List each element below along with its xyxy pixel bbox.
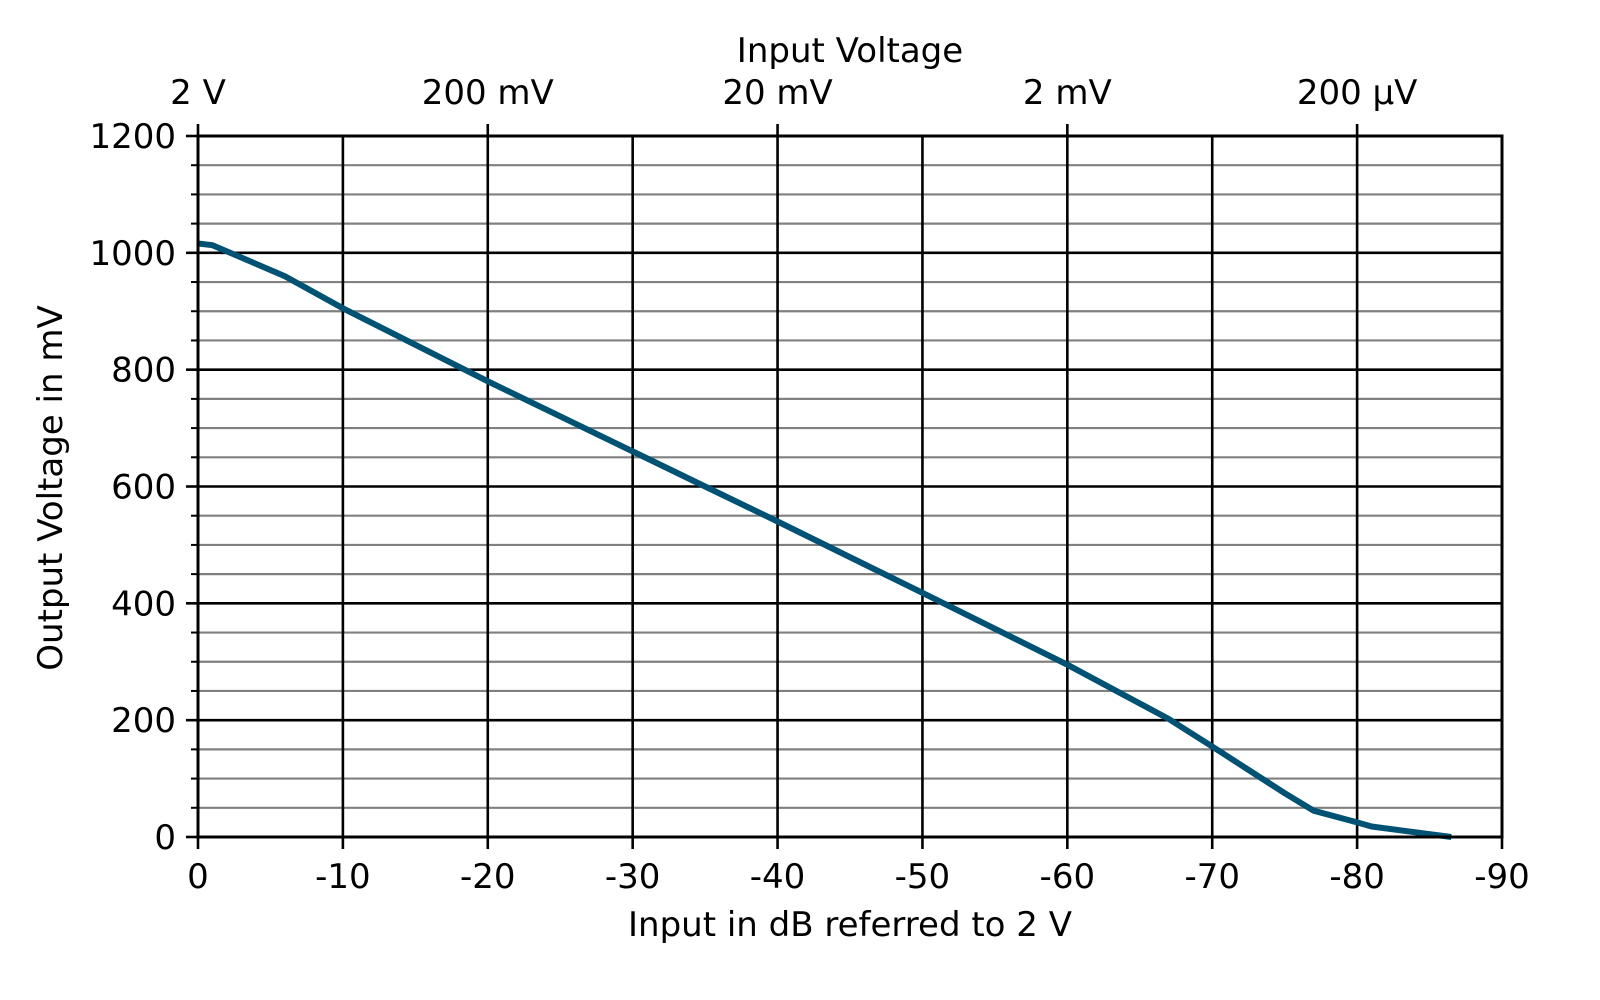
y-tick-label: 1000: [89, 234, 176, 274]
top-axis-title: Input Voltage: [737, 31, 963, 71]
axis-ticks: [186, 124, 1504, 849]
y-tick-label: 800: [111, 351, 176, 391]
y-tick-label: 1200: [89, 117, 176, 157]
data-series: [197, 240, 1452, 840]
top-axis-tick-labels: 2 V 200 mV 20 mV 2 mV 200 µV: [170, 73, 1417, 113]
top-tick-label: 20 mV: [722, 73, 832, 113]
x-axis-tick-labels: 0 -10 -20 -30 -40 -50 -60 -70 -80 -90: [187, 857, 1530, 897]
y-tick-label: 400: [111, 584, 176, 624]
x-tick-label: 0: [187, 857, 209, 897]
x-tick-label: -50: [895, 857, 951, 897]
x-tick-label: -90: [1474, 857, 1530, 897]
x-tick-label: -20: [460, 857, 516, 897]
y-tick-label: 200: [111, 701, 176, 741]
x-tick-label: -70: [1184, 857, 1240, 897]
top-tick-label: 200 mV: [422, 73, 554, 113]
minor-gridlines: [198, 164, 1502, 809]
major-gridlines: [196, 134, 1504, 839]
y-tick-label: 600: [111, 468, 176, 508]
y-axis-tick-labels: 0 200 400 600 800 1000 1200: [89, 117, 176, 858]
x-tick-label: -10: [315, 857, 371, 897]
x-tick-label: -40: [750, 857, 806, 897]
top-tick-label: 200 µV: [1297, 73, 1418, 113]
y-tick-label: 0: [154, 818, 176, 858]
top-tick-label: 2 mV: [1023, 73, 1112, 113]
x-axis-title: Input in dB referred to 2 V: [628, 905, 1072, 945]
top-tick-label: 2 V: [170, 73, 226, 113]
x-tick-label: -80: [1329, 857, 1385, 897]
x-tick-label: -60: [1040, 857, 1096, 897]
y-axis-title: Output Voltage in mV: [31, 305, 71, 670]
x-tick-label: -30: [605, 857, 661, 897]
output-voltage-line: [197, 240, 1452, 840]
